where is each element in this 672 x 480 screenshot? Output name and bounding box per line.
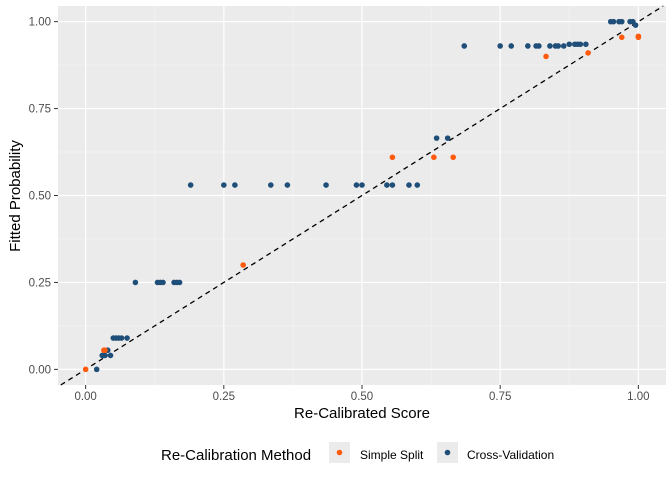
point-cross-validation [118, 335, 125, 341]
point-simple-split [431, 154, 437, 161]
reference-line-layer [60, 5, 664, 386]
point-cross-validation [577, 41, 584, 48]
y-tick-label: 0.50 [29, 191, 51, 203]
point-simple-split [585, 50, 591, 56]
point-cross-validation [560, 43, 567, 49]
point-cross-validation [610, 18, 617, 25]
point-cross-validation [323, 182, 329, 188]
y-axis-title: Fitted Probability [7, 140, 24, 252]
point-cross-validation [93, 366, 100, 373]
point-cross-validation [525, 43, 531, 49]
point-cross-validation [583, 41, 589, 48]
point-cross-validation [406, 182, 412, 188]
point-cross-validation [389, 182, 396, 188]
point-simple-split [450, 154, 457, 161]
legend: Re-Calibration Method Simple Split Cross… [161, 442, 554, 464]
point-cross-validation [384, 182, 390, 188]
y-tick-label: 0.00 [29, 364, 51, 376]
legend-label-cross-validation: Cross-Validation [467, 448, 554, 462]
points-layer [82, 18, 642, 373]
reference-diagonal-line [60, 5, 664, 386]
point-cross-validation [555, 43, 562, 49]
point-cross-validation [232, 182, 238, 188]
point-simple-split [102, 347, 108, 354]
y-axis-ticks: 0.00 0.25 0.50 0.75 1.00 [29, 17, 58, 376]
point-simple-split [618, 34, 625, 41]
point-cross-validation [497, 43, 503, 49]
point-cross-validation [132, 279, 139, 286]
point-cross-validation [566, 41, 573, 48]
point-cross-validation [433, 135, 440, 141]
legend-marker-simple-split [336, 449, 343, 456]
x-axis-title: Re-Calibrated Score [294, 405, 430, 422]
point-cross-validation [444, 135, 451, 141]
point-cross-validation [124, 335, 130, 341]
point-cross-validation [414, 182, 421, 188]
x-tick-label: 0.00 [74, 391, 96, 403]
point-cross-validation [221, 182, 227, 188]
point-cross-validation [632, 22, 639, 28]
point-cross-validation [618, 18, 625, 25]
x-tick-label: 0.50 [351, 391, 373, 403]
point-cross-validation [187, 182, 194, 188]
point-cross-validation [160, 279, 166, 286]
y-tick-label: 0.25 [29, 277, 51, 289]
point-cross-validation [176, 279, 183, 286]
x-tick-label: 0.75 [489, 391, 511, 403]
point-simple-split [389, 154, 396, 161]
point-cross-validation [284, 182, 291, 188]
point-cross-validation [547, 43, 553, 49]
x-tick-label: 1.00 [627, 391, 649, 403]
x-axis-ticks: 0.00 0.25 0.50 0.75 1.00 [74, 385, 650, 403]
x-tick-label: 0.25 [213, 391, 235, 403]
y-tick-label: 0.75 [29, 104, 51, 116]
point-simple-split [82, 366, 89, 373]
point-cross-validation [107, 352, 114, 359]
point-simple-split [240, 262, 246, 268]
point-cross-validation [461, 43, 468, 49]
legend-label-simple-split: Simple Split [360, 448, 424, 462]
point-simple-split [635, 33, 642, 40]
y-tick-label: 1.00 [29, 17, 51, 29]
point-cross-validation [353, 182, 360, 188]
point-simple-split [543, 53, 549, 60]
legend-marker-cross-validation [444, 449, 451, 456]
point-cross-validation [508, 43, 515, 49]
point-cross-validation [268, 182, 274, 188]
point-cross-validation [359, 182, 365, 188]
point-cross-validation [102, 352, 108, 359]
point-cross-validation [536, 43, 542, 49]
legend-title: Re-Calibration Method [161, 447, 311, 464]
